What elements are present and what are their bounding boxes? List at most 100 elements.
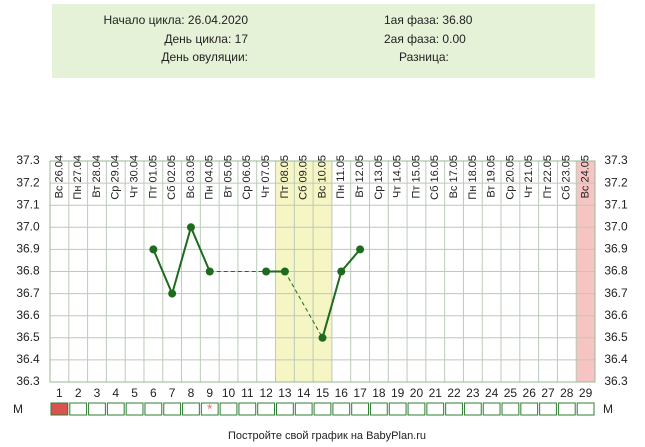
day-box [219, 402, 238, 416]
y-tick-label: 36.3 [16, 374, 40, 388]
day-box [125, 402, 144, 416]
day-box [369, 402, 388, 416]
y-tick-label: 37.0 [604, 219, 628, 233]
day-label: 16 [335, 386, 349, 400]
x-tick-label: Сб 09.05 [298, 155, 310, 200]
day-label: 28 [560, 386, 574, 400]
day-box [388, 402, 407, 416]
day-label: 9 [206, 386, 213, 400]
day-label: 23 [466, 386, 480, 400]
x-tick-label: Вт 19.05 [486, 155, 498, 198]
day-box [539, 402, 557, 416]
day-label: 25 [504, 386, 518, 400]
temperature-point [337, 267, 346, 276]
y-tick-label: 37.2 [16, 175, 40, 189]
day-label: 12 [259, 386, 273, 400]
day-label: 21 [429, 386, 443, 400]
day-box [557, 402, 576, 416]
y-tick-label: 36.9 [604, 242, 628, 256]
day-box [463, 402, 482, 416]
day-label: 1 [56, 386, 63, 400]
row-label: М [13, 402, 23, 416]
info-text: День цикла: 17 [164, 32, 248, 46]
temperature-point [149, 245, 158, 254]
x-tick-label: Вт 12.05 [354, 155, 366, 198]
temperature-point [205, 267, 214, 276]
day-box [69, 402, 88, 416]
day-label: 27 [541, 386, 555, 400]
x-tick-label: Пт 22.05 [542, 155, 554, 199]
day-label: 11 [241, 386, 254, 400]
y-tick-label: 37.0 [16, 219, 40, 233]
y-tick-label: 37.3 [604, 153, 628, 167]
gap-connector [284, 271, 323, 339]
footer: Постройте свой график на BabyPlan.ru [228, 430, 426, 442]
info-text: 2ая фаза: 0.00 [384, 32, 466, 46]
day-box [351, 402, 369, 416]
x-tick-label: Чт 14.05 [392, 155, 404, 198]
day-box [238, 402, 257, 416]
x-tick-label: Ср 06.05 [241, 155, 253, 200]
day-box [88, 402, 106, 416]
day-label: 29 [579, 386, 593, 400]
temperature-point [356, 245, 365, 254]
day-label: 3 [94, 386, 101, 400]
y-tick-label: 36.9 [16, 242, 40, 256]
x-tick-label: Ср 20.05 [504, 155, 516, 200]
x-tick-label: Ср 13.05 [373, 155, 385, 200]
day-box [407, 402, 426, 416]
day-label: 5 [131, 386, 138, 400]
y-tick-label: 36.3 [604, 374, 628, 388]
day-label: 26 [523, 386, 537, 400]
day-box [332, 402, 351, 416]
y-tick-label: 36.8 [16, 264, 40, 278]
ovulation-star: * [207, 401, 213, 417]
row-label: М [603, 402, 613, 416]
day-box [313, 402, 332, 416]
plot-frame [49, 160, 596, 383]
x-tick-label: Пт 01.05 [147, 155, 159, 199]
y-tick-label: 36.5 [604, 330, 628, 344]
day-box [520, 402, 539, 416]
day-label: 14 [297, 386, 311, 400]
day-box [257, 402, 276, 416]
day-box [294, 402, 313, 416]
day-label: 13 [278, 386, 292, 400]
x-tick-label: Чт 21.05 [523, 155, 535, 198]
x-tick-label: Вс 24.05 [580, 155, 592, 198]
y-tick-label: 36.7 [604, 286, 628, 300]
y-tick-label: 37.1 [16, 197, 40, 211]
y-tick-label: 37.2 [604, 175, 628, 189]
temperature-point [318, 333, 327, 342]
x-tick-label: Ср 29.04 [110, 155, 122, 200]
x-tick-label: Пт 15.05 [410, 155, 422, 199]
y-tick-label: 36.4 [16, 352, 40, 366]
day-box [50, 402, 69, 416]
y-tick-label: 36.7 [16, 286, 40, 300]
y-tick-label: 36.6 [604, 308, 628, 322]
temperature-line [152, 224, 211, 297]
day-label: 17 [353, 386, 367, 400]
temperature-point [262, 267, 271, 276]
day-box [163, 402, 182, 416]
x-tick-label: Вс 03.05 [185, 155, 197, 198]
x-tick-label: Пт 08.05 [279, 155, 291, 199]
y-tick-label: 36.5 [16, 330, 40, 344]
x-tick-label: Пн 27.04 [72, 155, 84, 200]
temperature-point [168, 289, 177, 298]
x-tick-label: Сб 23.05 [561, 155, 573, 200]
temperature-point [186, 223, 195, 232]
info-text: Начало цикла: 26.04.2020 [103, 13, 248, 27]
x-tick-label: Чт 30.04 [128, 155, 140, 198]
y-tick-label: 36.6 [16, 308, 40, 322]
y-tick-label: 37.3 [16, 153, 40, 167]
day-box [426, 402, 445, 416]
y-tick-label: 36.8 [604, 264, 628, 278]
day-box [144, 402, 163, 416]
info-text: День овуляции: [161, 50, 248, 64]
day-box [482, 402, 501, 416]
day-label: 24 [485, 386, 499, 400]
day-box [276, 402, 294, 416]
day-label: 6 [150, 386, 157, 400]
